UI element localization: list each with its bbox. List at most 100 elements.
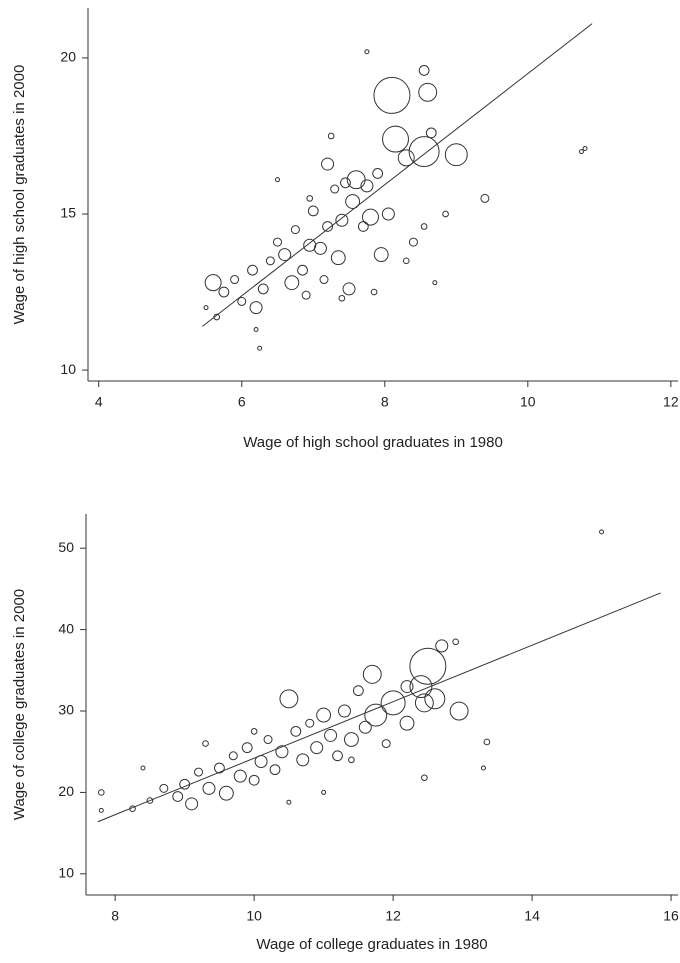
point	[257, 283, 269, 295]
point	[414, 693, 434, 713]
point	[327, 132, 335, 140]
x-tick-label: 4	[95, 394, 103, 410]
point	[313, 241, 327, 255]
point	[316, 707, 332, 723]
point	[381, 207, 395, 221]
point	[172, 791, 184, 802]
point	[202, 781, 216, 795]
y-tick-label: 15	[60, 205, 76, 221]
point	[290, 725, 302, 737]
x-tick-label: 14	[524, 908, 540, 924]
point	[297, 264, 308, 276]
point	[250, 728, 258, 735]
point	[230, 275, 240, 285]
y-axis-title: Wage of high school graduates in 2000	[11, 65, 28, 325]
point	[442, 210, 449, 218]
point	[425, 127, 437, 139]
point	[337, 704, 351, 718]
x-tick-label: 10	[246, 908, 262, 924]
point	[253, 326, 259, 332]
x-tick-label: 8	[381, 394, 389, 410]
y-tick-label: 40	[58, 620, 74, 636]
point	[263, 735, 273, 745]
point	[452, 638, 459, 646]
point	[357, 221, 369, 232]
y-tick-label: 20	[60, 49, 76, 65]
point	[381, 739, 391, 749]
point	[97, 789, 105, 796]
point	[290, 225, 300, 235]
point	[319, 275, 329, 285]
point	[399, 715, 415, 731]
y-tick-label: 20	[58, 783, 74, 799]
point	[140, 765, 146, 771]
point	[346, 170, 366, 190]
fit-line	[97, 592, 661, 823]
x-tick-label: 16	[663, 908, 679, 924]
point	[146, 797, 154, 804]
point	[202, 740, 209, 747]
point	[278, 248, 292, 262]
point	[483, 738, 491, 746]
point	[397, 149, 415, 167]
point	[409, 647, 447, 685]
y-axis-title: Wage of college graduates in 2000	[11, 589, 28, 820]
point	[194, 767, 204, 777]
point	[307, 205, 319, 217]
point	[98, 807, 104, 813]
point	[273, 237, 283, 247]
point	[301, 290, 311, 300]
y-tick-label: 50	[58, 539, 74, 555]
point	[409, 675, 433, 699]
point	[373, 76, 411, 114]
point	[257, 345, 263, 351]
point	[324, 728, 338, 742]
point	[249, 301, 263, 315]
point	[582, 145, 588, 151]
point	[361, 208, 379, 226]
point	[408, 136, 440, 168]
y-tick-label: 30	[58, 702, 74, 718]
point	[203, 305, 209, 311]
point	[275, 745, 289, 759]
x-tick-label: 6	[238, 394, 246, 410]
point	[449, 701, 469, 721]
point	[373, 247, 389, 263]
point	[306, 195, 314, 202]
point	[279, 689, 299, 709]
point	[338, 294, 346, 302]
point	[578, 149, 584, 155]
point	[362, 664, 382, 684]
point	[348, 756, 355, 764]
point	[480, 765, 486, 771]
point	[418, 65, 430, 76]
point	[321, 789, 327, 795]
point	[214, 762, 225, 774]
point	[303, 238, 317, 252]
point	[364, 703, 388, 727]
point	[420, 223, 428, 230]
point	[358, 720, 372, 734]
point	[364, 49, 370, 55]
x-tick-label: 12	[385, 908, 401, 924]
point	[248, 774, 260, 786]
x-axis-title: Wage of high school graduates in 1980	[243, 434, 503, 451]
point	[380, 690, 406, 716]
point	[241, 742, 253, 754]
point	[382, 125, 409, 153]
x-tick-label: 10	[520, 394, 536, 410]
point	[370, 288, 378, 296]
point	[343, 732, 359, 747]
x-tick-label: 8	[111, 908, 119, 924]
point	[284, 275, 300, 291]
point	[352, 685, 364, 697]
point	[204, 274, 222, 292]
fit-line	[202, 23, 593, 327]
point	[159, 783, 169, 793]
point	[247, 264, 258, 276]
point	[275, 177, 281, 183]
point	[342, 282, 356, 296]
point	[322, 221, 333, 232]
point	[402, 257, 410, 265]
